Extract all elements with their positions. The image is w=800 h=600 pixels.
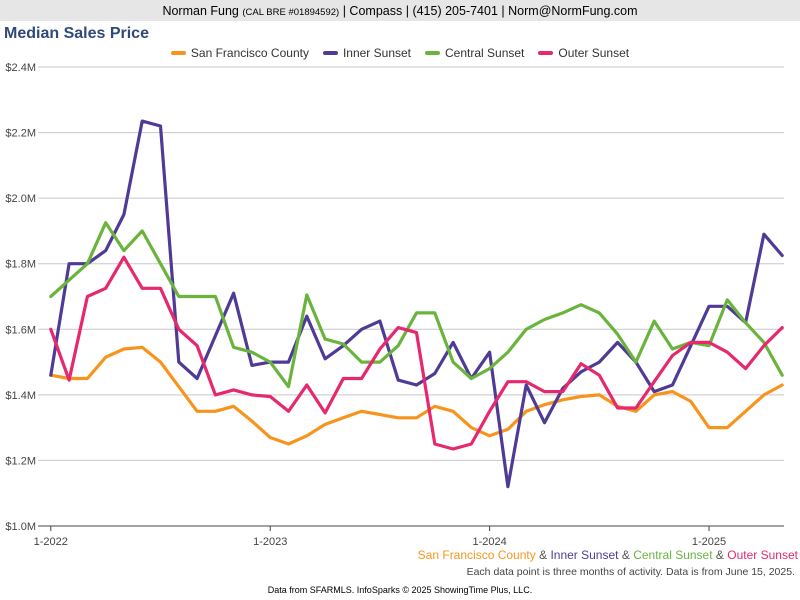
legend-label-central-sunset: Central Sunset — [445, 46, 525, 60]
footer-and-3: & — [715, 548, 724, 562]
phone-number: (415) 205-7401 — [412, 4, 498, 18]
series-line-san-francisco-county — [49, 345, 784, 446]
footer-label-inner-sunset: Inner Sunset — [550, 548, 619, 562]
email-address[interactable]: Norm@NormFung.com — [508, 4, 638, 18]
legend-label-inner-sunset: Inner Sunset — [342, 46, 411, 60]
y-tick-label: $1.4M — [5, 390, 36, 402]
y-tick-label: $1.2M — [5, 455, 36, 467]
footer-label-sf-county: San Francisco County — [417, 548, 536, 562]
legend-item-central-sunset[interactable]: Central Sunset — [425, 46, 524, 60]
legend-label-outer-sunset: Outer Sunset — [558, 46, 630, 60]
y-tick-label: $2.2M — [5, 128, 36, 140]
series-line-central-sunset — [49, 221, 784, 389]
legend-swatch-inner-sunset — [322, 51, 338, 55]
chart-title: Median Sales Price — [4, 25, 149, 42]
legend-item-outer-sunset[interactable]: Outer Sunset — [538, 46, 629, 60]
separator-3: | — [501, 4, 505, 18]
y-tick-label: $1.6M — [5, 324, 36, 336]
series-line-inner-sunset — [49, 119, 784, 489]
separator-1: | — [342, 4, 346, 18]
legend-item-inner-sunset[interactable]: Inner Sunset — [322, 46, 411, 60]
header-bar: Norman Fung (CAL BRE #01894592) | Compas… — [0, 0, 800, 21]
chart-legend: San Francisco County Inner Sunset Centra… — [0, 46, 800, 60]
x-tick-label: 1-2022 — [34, 536, 68, 548]
footer-label-outer-sunset: Outer Sunset — [727, 548, 798, 562]
y-tick-label: $1.8M — [5, 259, 36, 271]
footer-and-2: & — [621, 548, 630, 562]
y-tick-label: $2.0M — [5, 193, 36, 205]
company-name: Compass — [349, 4, 403, 18]
series-line-outer-sunset — [49, 255, 784, 451]
x-tick-label: 1-2023 — [253, 536, 287, 548]
x-tick-label: 1-2024 — [472, 536, 506, 548]
footer-source: Data from SFARMLS. InfoSparks © 2025 Sho… — [267, 585, 533, 595]
y-tick-label: $2.4M — [5, 62, 36, 74]
y-tick-label: $1.0M — [5, 521, 36, 533]
legend-swatch-central-sunset — [425, 51, 440, 55]
legend-label-sf-county: San Francisco County — [190, 46, 309, 60]
license-number: (CAL BRE #01894592) — [242, 7, 340, 18]
legend-swatch-outer-sunset — [538, 51, 554, 55]
legend-item-sf-county[interactable]: San Francisco County — [170, 46, 309, 60]
footer-note: Each data point is three months of activ… — [466, 566, 795, 578]
agent-name: Norman Fung — [162, 4, 239, 18]
separator-2: | — [405, 4, 409, 18]
footer-and-1: & — [539, 548, 548, 562]
legend-swatch-sf-county — [170, 51, 186, 55]
footer-series-labels: San Francisco County & Inner Sunset & Ce… — [418, 548, 798, 562]
x-tick-label: 1-2025 — [692, 536, 726, 548]
footer-label-central-sunset: Central Sunset — [633, 548, 713, 562]
